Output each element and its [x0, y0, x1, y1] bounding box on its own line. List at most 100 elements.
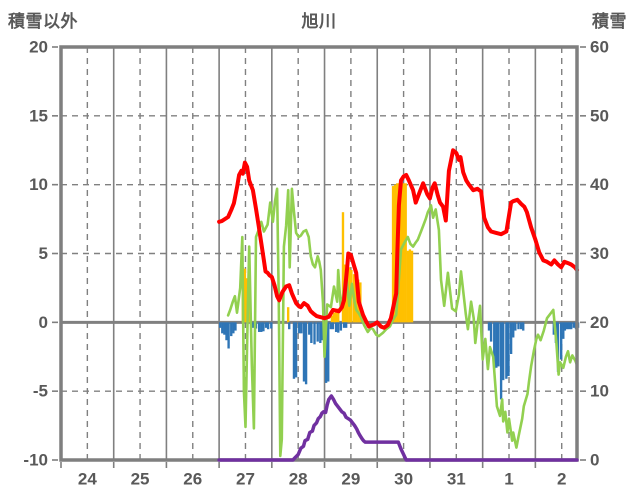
blue-bars-bar: [331, 322, 335, 330]
blue-bars-bar: [294, 322, 298, 378]
orange-bars-bar: [243, 268, 247, 323]
blue-bars-bar: [514, 322, 517, 331]
blue-bars-bar: [264, 322, 268, 328]
orange-bars-bar: [393, 184, 397, 323]
blue-bars-bar: [321, 322, 324, 341]
blue-bars-bar: [505, 322, 508, 379]
blue-bars-bar: [560, 322, 563, 360]
blue-bars-bar: [329, 322, 333, 330]
blue-bars-bar: [497, 322, 500, 367]
blue-bars-bar: [563, 322, 567, 331]
blue-bars-bar: [257, 322, 261, 332]
blue-bars-bar: [493, 322, 496, 371]
blue-bars-bar: [234, 322, 237, 331]
orange-bars-bar: [337, 308, 340, 323]
orange-bars-bar: [404, 183, 407, 323]
x-axis-day-label: 1: [504, 470, 513, 489]
x-axis-day-label: 2: [557, 470, 566, 489]
blue-bars-bar: [292, 322, 296, 379]
blue-bars-bar: [313, 322, 316, 345]
blue-bars-bar: [334, 322, 338, 332]
blue-bars-bar: [570, 322, 573, 330]
red-line-series: [217, 148, 579, 330]
blue-bars-bar: [232, 322, 235, 334]
blue-bars-bar: [324, 322, 328, 383]
blue-bars-bar: [298, 322, 301, 334]
orange-bars-bar: [332, 312, 336, 323]
blue-bars-bar: [300, 322, 303, 334]
right-axis-tick-label: 20: [590, 313, 609, 332]
orange-bars-bar: [334, 309, 338, 323]
blue-bars-bar: [270, 322, 273, 329]
orange-bars-bar: [391, 186, 395, 323]
left-axis-tick-label: 0: [39, 313, 48, 332]
blue-bars-bar: [230, 322, 233, 337]
blue-bars-bar: [288, 322, 291, 330]
blue-bars-bar: [251, 322, 255, 328]
left-axis-tick-label: 5: [39, 244, 48, 263]
orange-bars-bar: [341, 212, 345, 323]
purple-line-series: [217, 394, 579, 462]
blue-bars-bar: [487, 322, 491, 331]
blue-bars-bar: [319, 322, 322, 343]
x-axis-day-label: 24: [78, 470, 97, 489]
blue-bars-bar: [310, 322, 313, 343]
right-axis-tick-label: 10: [590, 382, 609, 401]
x-axis-day-label: 31: [447, 470, 466, 489]
blue-bars-bar: [495, 322, 498, 368]
x-axis-day-label: 28: [289, 470, 308, 489]
blue-bars-bar: [221, 322, 224, 334]
left-axis-tick-label: -5: [33, 382, 48, 401]
blue-bars-bar: [344, 322, 348, 328]
right-axis-tick-label: 30: [590, 244, 609, 263]
blue-bars-bar: [308, 322, 311, 335]
blue-bars-bar: [512, 322, 515, 338]
blue-bars-bar: [218, 322, 222, 328]
plot-frame: [59, 45, 579, 462]
blue-bars-bar: [556, 322, 560, 372]
right-axis-tick-label: 0: [590, 451, 599, 470]
orange-bars-bar: [408, 249, 412, 323]
left-axis-tick-label: -10: [23, 451, 48, 470]
blue-bars-bar: [262, 322, 265, 332]
right-axis-tick-label: 60: [590, 38, 609, 57]
blue-bars-bar: [519, 322, 523, 330]
blue-bars-bar: [562, 322, 565, 339]
blue-bars-bar: [572, 322, 576, 328]
x-axis-day-label: 30: [394, 470, 413, 489]
x-axis-day-label: 27: [236, 470, 255, 489]
orange-bars-bar: [247, 300, 251, 323]
blue-bars-bar: [567, 322, 571, 330]
orange-bars-bar: [354, 276, 358, 323]
orange-bars-bar: [286, 307, 290, 323]
blue-bars-bar: [304, 322, 308, 385]
blue-bars-bar: [260, 322, 263, 332]
blue-bars-bar: [225, 322, 228, 341]
blue-bars-bar: [509, 322, 513, 354]
blue-bars-bar: [502, 322, 505, 381]
right-axis-tick-label: 40: [590, 175, 609, 194]
blue-bars-bar: [342, 322, 346, 328]
orange-bars-bar: [330, 315, 334, 323]
blue-bars-bar: [517, 322, 520, 330]
right-axis-title: 積雪: [592, 12, 627, 31]
blue-bars-bar: [522, 322, 525, 331]
left-axis-tick-label: 15: [29, 106, 48, 125]
x-axis-day-label: 26: [183, 470, 202, 489]
orange-bars-bar: [410, 250, 414, 323]
x-axis-day-label: 25: [131, 470, 150, 489]
x-axis-day-label: 29: [341, 470, 360, 489]
green-line-series: [226, 187, 579, 458]
blue-bars-bar: [223, 322, 226, 335]
blue-bars-bar: [489, 322, 493, 342]
blue-bars-bar: [337, 322, 340, 333]
left-axis-tick-label: 20: [29, 38, 48, 57]
blue-bars-bar: [339, 322, 343, 331]
blue-bars-bar: [507, 322, 510, 377]
left-axis-title: 積雪以外: [8, 12, 78, 31]
blue-bars-bar: [565, 322, 569, 330]
blue-bars-bar: [316, 322, 319, 342]
orange-bars-bar: [406, 250, 409, 323]
